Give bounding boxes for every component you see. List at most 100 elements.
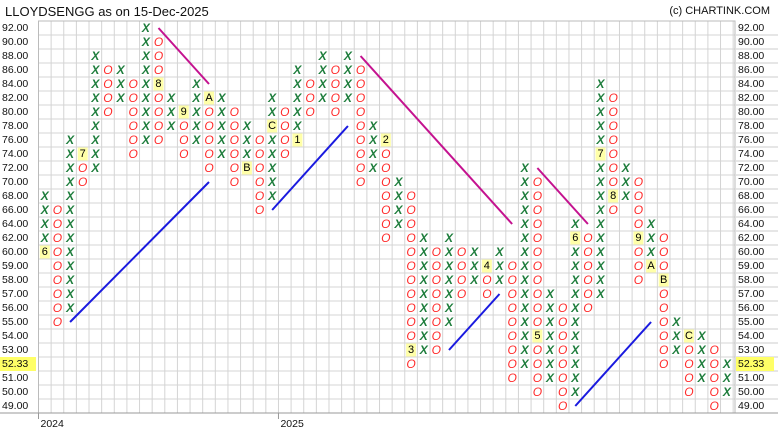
y-tick-label-left: 74.00 xyxy=(2,148,28,160)
o-mark: O xyxy=(533,273,542,287)
o-mark: O xyxy=(659,301,668,315)
o-mark: O xyxy=(533,315,542,329)
o-mark: O xyxy=(230,133,239,147)
o-mark: O xyxy=(103,105,112,119)
o-mark: O xyxy=(659,329,668,343)
month-marker: 4 xyxy=(484,260,490,272)
o-mark: O xyxy=(406,259,415,273)
x-mark: X xyxy=(393,175,403,189)
o-mark: O xyxy=(129,77,138,91)
x-mark: X xyxy=(520,301,530,315)
x-mark: X xyxy=(65,161,75,175)
x-mark: X xyxy=(318,77,328,91)
o-mark: O xyxy=(154,105,163,119)
x-mark: X xyxy=(90,119,100,133)
o-mark: O xyxy=(78,175,87,189)
x-mark: X xyxy=(419,273,429,287)
o-mark: O xyxy=(129,91,138,105)
month-marker: 9 xyxy=(635,232,641,244)
y-tick-label-right: 49.00 xyxy=(738,400,764,412)
o-mark: O xyxy=(684,343,693,357)
month-marker-bg xyxy=(608,189,619,203)
month-marker: B xyxy=(243,162,250,174)
o-mark: O xyxy=(255,133,264,147)
o-mark: O xyxy=(507,287,516,301)
o-mark: O xyxy=(659,231,668,245)
o-mark: O xyxy=(608,147,617,161)
o-mark: O xyxy=(406,203,415,217)
x-mark: X xyxy=(596,217,606,231)
x-mark: X xyxy=(494,273,504,287)
x-mark: X xyxy=(570,357,580,371)
o-mark: O xyxy=(230,105,239,119)
o-mark: O xyxy=(381,175,390,189)
y-tick-label-right: 82.00 xyxy=(738,92,764,104)
x-mark: X xyxy=(570,371,580,385)
month-marker-bg xyxy=(595,147,606,161)
o-mark: O xyxy=(356,175,365,189)
x-mark: X xyxy=(318,63,328,77)
month-marker-bg xyxy=(658,273,669,287)
x-mark: X xyxy=(166,119,176,133)
o-mark: O xyxy=(482,273,491,287)
month-marker: 6 xyxy=(572,232,578,244)
x-mark: X xyxy=(621,175,631,189)
x-mark: X xyxy=(368,133,378,147)
y-tick-label-left: 68.00 xyxy=(2,190,28,202)
x-mark: X xyxy=(419,329,429,343)
x-mark: X xyxy=(242,147,252,161)
o-mark: O xyxy=(255,161,264,175)
x-mark: X xyxy=(191,91,201,105)
y-tick-label-left: 51.00 xyxy=(2,372,28,384)
o-mark: O xyxy=(533,371,542,385)
o-mark: O xyxy=(78,161,87,175)
o-mark: O xyxy=(406,357,415,371)
x-mark: X xyxy=(419,301,429,315)
o-mark: O xyxy=(356,119,365,133)
x-tick-label: 2025 xyxy=(280,418,304,430)
o-mark: O xyxy=(204,161,213,175)
month-marker: B xyxy=(660,274,667,286)
y-tick-label-right: 62.00 xyxy=(738,232,764,244)
x-mark: X xyxy=(646,217,656,231)
o-mark: O xyxy=(432,273,441,287)
y-tick-label-left: 78.00 xyxy=(2,120,28,132)
x-mark: X xyxy=(419,315,429,329)
o-mark: O xyxy=(684,371,693,385)
month-marker-bg xyxy=(646,259,657,273)
x-mark: X xyxy=(444,259,454,273)
x-mark: X xyxy=(520,189,530,203)
y-tick-label-right: 56.00 xyxy=(738,302,764,314)
x-mark: X xyxy=(141,119,151,133)
x-mark: X xyxy=(141,63,151,77)
x-mark: X xyxy=(444,231,454,245)
x-mark: X xyxy=(596,245,606,259)
x-mark: X xyxy=(671,343,681,357)
o-mark: O xyxy=(179,119,188,133)
o-mark: O xyxy=(129,119,138,133)
y-tick-label-left: 82.00 xyxy=(2,92,28,104)
o-mark: O xyxy=(710,343,719,357)
x-mark: X xyxy=(65,147,75,161)
month-marker-bg xyxy=(77,147,88,161)
x-mark: X xyxy=(116,77,126,91)
x-mark: X xyxy=(393,189,403,203)
month-marker: C xyxy=(268,120,276,132)
o-mark: O xyxy=(356,105,365,119)
x-mark: X xyxy=(469,273,479,287)
o-mark: O xyxy=(507,329,516,343)
o-mark: O xyxy=(305,77,314,91)
o-mark: O xyxy=(583,301,592,315)
y-tick-label-right: 80.00 xyxy=(738,106,764,118)
o-mark: O xyxy=(533,357,542,371)
x-mark: X xyxy=(65,189,75,203)
x-mark: X xyxy=(545,329,555,343)
o-mark: O xyxy=(608,203,617,217)
x-mark: X xyxy=(141,133,151,147)
o-mark: O xyxy=(204,119,213,133)
month-marker-bg xyxy=(683,329,694,343)
y-tick-label-right: 57.00 xyxy=(738,288,764,300)
x-mark: X xyxy=(697,357,707,371)
o-mark: O xyxy=(533,203,542,217)
o-mark: O xyxy=(255,175,264,189)
